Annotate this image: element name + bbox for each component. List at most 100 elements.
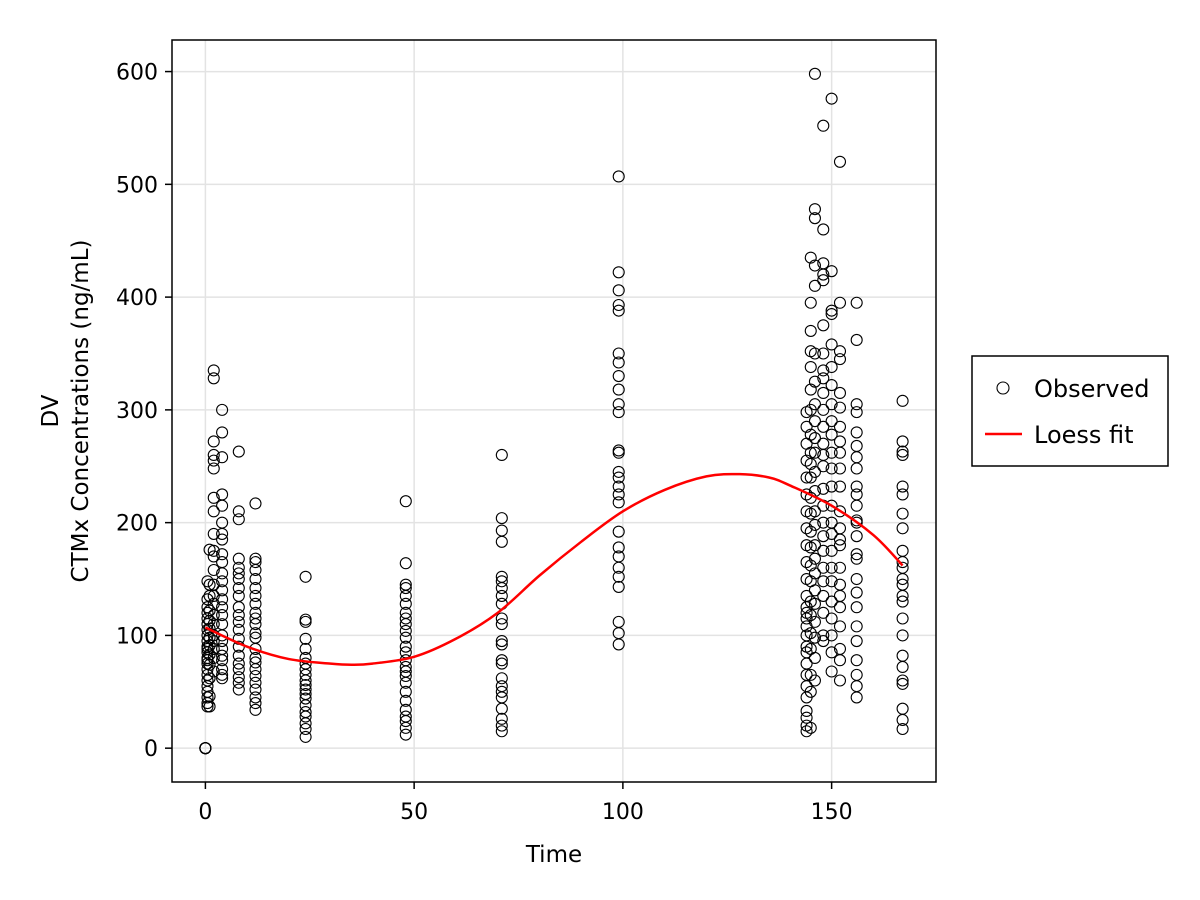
- observed-point: [896, 702, 909, 715]
- observed-point: [216, 451, 229, 464]
- observed-point: [249, 683, 262, 696]
- observed-point: [495, 719, 508, 732]
- observed-point: [207, 454, 220, 467]
- observed-point: [804, 627, 817, 640]
- observed-point: [804, 383, 817, 396]
- observed-point: [612, 356, 625, 369]
- observed-point: [201, 593, 214, 606]
- observed-point: [216, 403, 229, 416]
- observed-point: [825, 516, 838, 529]
- observed-point: [207, 550, 220, 563]
- observed-point: [833, 296, 847, 309]
- observed-point: [495, 535, 508, 548]
- observed-point: [825, 665, 838, 678]
- observed-point: [817, 634, 830, 648]
- observed-point: [825, 629, 838, 642]
- observed-points: [199, 67, 909, 755]
- y-tick-label: 600: [116, 61, 158, 86]
- observed-point: [817, 629, 830, 642]
- observed-point: [232, 601, 245, 614]
- observed-point: [817, 372, 830, 385]
- observed-point: [399, 557, 412, 570]
- observed-point: [232, 623, 245, 636]
- observed-point: [612, 406, 625, 419]
- observed-point: [201, 575, 214, 588]
- observed-point: [216, 663, 229, 676]
- observed-point: [249, 589, 262, 602]
- observed-point: [833, 642, 847, 655]
- observed-point: [808, 615, 821, 628]
- observed-point: [833, 401, 847, 414]
- observed-point: [825, 398, 838, 411]
- observed-point: [817, 119, 830, 132]
- observed-point: [207, 364, 220, 377]
- y-tick-label: 300: [116, 399, 158, 424]
- observed-point: [896, 677, 909, 690]
- observed-point: [804, 541, 817, 554]
- observed-point: [216, 609, 229, 622]
- legend: Observed Loess fit: [971, 355, 1169, 467]
- observed-point: [249, 612, 262, 625]
- observed-point: [896, 649, 909, 662]
- observed-point: [833, 561, 847, 574]
- observed-point: [612, 369, 625, 383]
- observed-point: [817, 257, 830, 270]
- observed-point: [201, 601, 214, 614]
- observed-point: [249, 697, 262, 710]
- observed-point: [399, 495, 412, 508]
- observed-point: [808, 347, 821, 360]
- observed-point: [808, 375, 821, 388]
- observed-point: [612, 496, 625, 509]
- observed-point: [399, 728, 412, 741]
- observed-point: [833, 435, 847, 448]
- observed-point: [804, 345, 817, 358]
- observed-point: [804, 721, 817, 734]
- observed-point: [896, 394, 909, 407]
- observed-point: [808, 203, 821, 216]
- observed-point: [896, 578, 909, 591]
- observed-point: [612, 480, 625, 493]
- observed-point: [495, 712, 508, 725]
- observed-point: [825, 265, 838, 278]
- observed-point: [817, 319, 830, 332]
- observed-point: [207, 544, 220, 557]
- observed-point: [804, 525, 817, 538]
- observed-point: [896, 488, 909, 501]
- observed-point: [896, 722, 909, 736]
- observed-point: [299, 642, 312, 655]
- observed-point: [833, 480, 847, 493]
- observed-point: [804, 685, 817, 698]
- observed-point: [216, 601, 229, 614]
- y-tick-label: 200: [116, 512, 158, 537]
- observed-point: [808, 552, 821, 565]
- observed-point: [232, 657, 245, 670]
- observed-point: [216, 575, 229, 588]
- observed-point: [199, 742, 212, 755]
- legend-loess-label: Loess fit: [1034, 421, 1134, 449]
- observed-point: [249, 627, 262, 640]
- observed-point: [207, 563, 220, 577]
- observed-point: [495, 638, 508, 651]
- observed-point: [808, 446, 821, 459]
- observed-point: [207, 491, 220, 504]
- observed-point: [495, 524, 508, 537]
- observed-point: [817, 530, 830, 543]
- observed-point: [825, 595, 838, 608]
- loess-fit-layer: [204, 472, 904, 666]
- observed-point: [808, 259, 821, 272]
- observed-point: [399, 703, 412, 716]
- observed-point: [612, 398, 625, 411]
- observed-point: [399, 631, 412, 644]
- observed-point: [896, 544, 909, 557]
- observed-point: [495, 581, 508, 595]
- observed-point: [612, 471, 625, 484]
- observed-point: [299, 570, 312, 583]
- observed-point: [896, 448, 909, 462]
- y-tick-label: 400: [116, 286, 158, 311]
- observed-point: [808, 465, 821, 478]
- observed-point: [399, 581, 412, 595]
- observed-point: [817, 606, 830, 619]
- observed-point: [850, 548, 863, 561]
- observed-point: [203, 578, 216, 591]
- observed-point: [232, 567, 245, 580]
